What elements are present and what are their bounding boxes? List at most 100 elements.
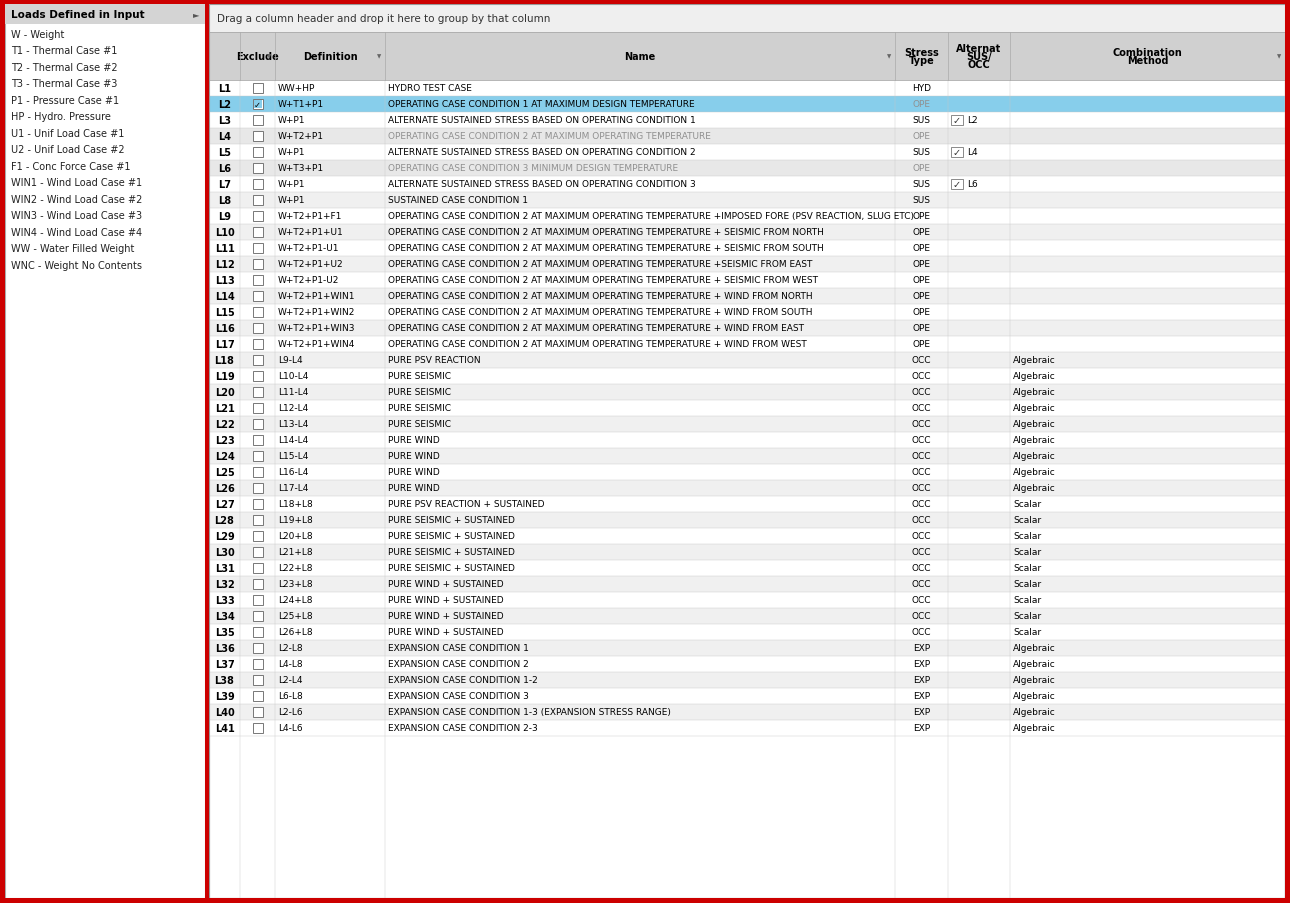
Bar xyxy=(209,497,1285,512)
Bar xyxy=(253,292,262,302)
Text: L18+L8: L18+L8 xyxy=(279,500,312,509)
Bar xyxy=(209,337,1285,352)
Bar xyxy=(253,356,262,366)
Text: EXP: EXP xyxy=(913,692,930,701)
Text: W+T2+P1+U2: W+T2+P1+U2 xyxy=(279,260,343,269)
Text: L4-L8: L4-L8 xyxy=(279,660,303,669)
Text: L10-L4: L10-L4 xyxy=(279,372,308,381)
Bar xyxy=(253,116,262,126)
Text: Alternat: Alternat xyxy=(956,44,1001,54)
Text: L23: L23 xyxy=(214,435,235,445)
Text: L1: L1 xyxy=(218,84,231,94)
Bar xyxy=(253,468,262,478)
Bar xyxy=(209,704,1285,721)
Text: OPE: OPE xyxy=(912,164,930,173)
Bar xyxy=(209,113,1285,129)
Text: ►: ► xyxy=(192,11,199,20)
Bar xyxy=(209,528,1285,545)
Bar xyxy=(209,241,1285,256)
Bar xyxy=(209,433,1285,449)
Text: PURE SEISMIC: PURE SEISMIC xyxy=(388,420,451,429)
Text: WIN3 - Wind Load Case #3: WIN3 - Wind Load Case #3 xyxy=(12,211,142,221)
Bar xyxy=(209,416,1285,433)
Text: Stress: Stress xyxy=(904,48,939,58)
Text: L16-L4: L16-L4 xyxy=(279,468,308,477)
Text: L39: L39 xyxy=(214,691,235,702)
Text: HYD: HYD xyxy=(912,84,931,93)
Text: W+T2+P1+F1: W+T2+P1+F1 xyxy=(279,212,342,221)
Text: L20: L20 xyxy=(214,387,235,397)
Bar xyxy=(209,304,1285,321)
Text: L29: L29 xyxy=(214,531,235,542)
Bar xyxy=(253,323,262,333)
Bar xyxy=(253,420,262,430)
Text: EXP: EXP xyxy=(913,660,930,669)
Bar xyxy=(209,256,1285,273)
Text: L14-L4: L14-L4 xyxy=(279,436,308,445)
Text: W+P1: W+P1 xyxy=(279,196,306,205)
Bar xyxy=(253,340,262,349)
Bar xyxy=(209,5,1285,33)
Bar xyxy=(209,209,1285,225)
Text: OCC: OCC xyxy=(912,596,931,605)
Text: OPERATING CASE CONDITION 2 AT MAXIMUM OPERATING TEMPERATURE + WIND FROM SOUTH: OPERATING CASE CONDITION 2 AT MAXIMUM OP… xyxy=(388,308,813,317)
Text: L13: L13 xyxy=(214,275,235,285)
Text: L13-L4: L13-L4 xyxy=(279,420,308,429)
Text: PURE SEISMIC + SUSTAINED: PURE SEISMIC + SUSTAINED xyxy=(388,532,515,541)
Bar xyxy=(209,576,1285,592)
Text: OCC: OCC xyxy=(912,516,931,525)
Text: OPE: OPE xyxy=(912,340,930,349)
Text: OPERATING CASE CONDITION 2 AT MAXIMUM OPERATING TEMPERATURE + SEISMIC FROM SOUTH: OPERATING CASE CONDITION 2 AT MAXIMUM OP… xyxy=(388,244,824,253)
Text: SUS/: SUS/ xyxy=(966,52,992,62)
Text: L22: L22 xyxy=(214,420,235,430)
Bar xyxy=(209,480,1285,497)
Text: EXPANSION CASE CONDITION 1: EXPANSION CASE CONDITION 1 xyxy=(388,644,529,653)
Text: L40: L40 xyxy=(214,707,235,717)
Text: W+P1: W+P1 xyxy=(279,181,306,190)
Text: L5: L5 xyxy=(218,148,231,158)
Text: OCC: OCC xyxy=(912,436,931,445)
Text: OPE: OPE xyxy=(912,228,930,237)
Text: HYDRO TEST CASE: HYDRO TEST CASE xyxy=(388,84,472,93)
Text: L32: L32 xyxy=(214,580,235,590)
Text: Algebraic: Algebraic xyxy=(1013,644,1055,653)
Text: OCC: OCC xyxy=(912,532,931,541)
Text: L27: L27 xyxy=(214,499,235,509)
Text: L24: L24 xyxy=(214,452,235,461)
Text: L8: L8 xyxy=(218,196,231,206)
Text: OCC: OCC xyxy=(912,404,931,413)
Bar xyxy=(253,244,262,254)
Bar xyxy=(209,656,1285,672)
Text: Loads Defined in Input: Loads Defined in Input xyxy=(12,10,144,20)
Text: W+T2+P1+WIN4: W+T2+P1+WIN4 xyxy=(279,340,355,349)
Text: L4: L4 xyxy=(968,148,978,157)
Bar xyxy=(253,516,262,526)
Bar xyxy=(209,129,1285,144)
Text: OPERATING CASE CONDITION 2 AT MAXIMUM OPERATING TEMPERATURE +IMPOSED FORE (PSV R: OPERATING CASE CONDITION 2 AT MAXIMUM OP… xyxy=(388,212,915,221)
Text: OPERATING CASE CONDITION 2 AT MAXIMUM OPERATING TEMPERATURE + WIND FROM EAST: OPERATING CASE CONDITION 2 AT MAXIMUM OP… xyxy=(388,324,804,333)
Text: WW - Water Filled Weight: WW - Water Filled Weight xyxy=(12,244,134,255)
Bar xyxy=(5,5,205,25)
Text: EXPANSION CASE CONDITION 1-2: EXPANSION CASE CONDITION 1-2 xyxy=(388,675,538,684)
Text: L33: L33 xyxy=(214,595,235,605)
Text: PURE SEISMIC + SUSTAINED: PURE SEISMIC + SUSTAINED xyxy=(388,563,515,573)
Text: Algebraic: Algebraic xyxy=(1013,675,1055,684)
Text: OCC: OCC xyxy=(912,500,931,509)
Text: OCC: OCC xyxy=(912,628,931,637)
Bar xyxy=(209,401,1285,416)
Text: Algebraic: Algebraic xyxy=(1013,660,1055,669)
Text: OPE: OPE xyxy=(912,260,930,269)
Text: L9: L9 xyxy=(218,212,231,222)
Bar xyxy=(253,100,262,110)
Text: L12-L4: L12-L4 xyxy=(279,404,308,413)
Text: OPERATING CASE CONDITION 2 AT MAXIMUM OPERATING TEMPERATURE + WIND FROM WEST: OPERATING CASE CONDITION 2 AT MAXIMUM OP… xyxy=(388,340,806,349)
Text: Algebraic: Algebraic xyxy=(1013,436,1055,445)
Text: L9-L4: L9-L4 xyxy=(279,356,303,365)
Text: Scalar: Scalar xyxy=(1013,500,1041,509)
Text: L21+L8: L21+L8 xyxy=(279,548,312,557)
Text: WIN2 - Wind Load Case #2: WIN2 - Wind Load Case #2 xyxy=(12,195,142,205)
Bar xyxy=(209,161,1285,177)
Text: Algebraic: Algebraic xyxy=(1013,484,1055,493)
Bar xyxy=(253,628,262,638)
Text: Algebraic: Algebraic xyxy=(1013,452,1055,461)
